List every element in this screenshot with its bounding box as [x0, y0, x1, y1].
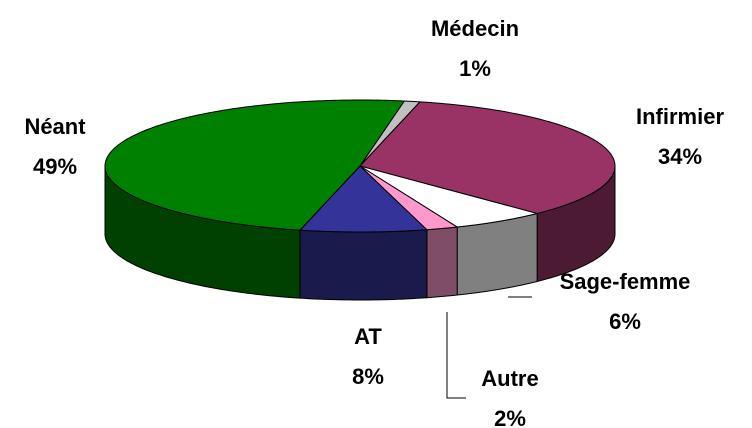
category-label: Autre	[481, 366, 538, 391]
slice	[359, 165, 538, 228]
leader-line	[446, 312, 466, 399]
category-label: AT	[354, 324, 382, 349]
category-label: Néant	[24, 114, 86, 139]
labels: Médecin 1% Infirmier 34% Sage-femme 6% Autre 2%…	[24, 16, 724, 428]
pie	[104, 99, 616, 301]
category-label: Médecin	[431, 16, 519, 41]
category-label: Sage-femme	[560, 269, 691, 294]
value-label: 1%	[459, 56, 491, 81]
slice	[359, 101, 616, 214]
slice-side	[299, 229, 428, 301]
value-label: 8%	[352, 364, 384, 389]
slice	[299, 165, 428, 233]
category-label: Infirmier	[636, 104, 724, 129]
value-label: 34%	[658, 144, 702, 169]
value-label: 49%	[33, 154, 77, 179]
value-label: 2%	[494, 406, 526, 428]
value-label: 6%	[609, 309, 641, 334]
slice	[359, 165, 458, 231]
slice-side	[426, 226, 458, 299]
slice	[104, 99, 405, 231]
